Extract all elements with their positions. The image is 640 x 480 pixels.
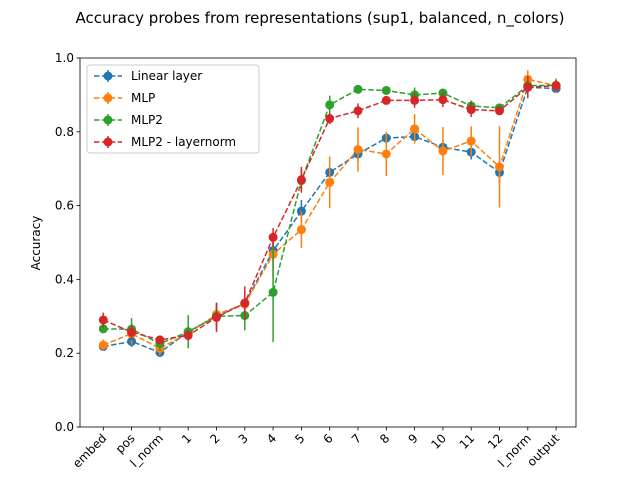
data-point (268, 232, 278, 242)
x-tick-label: embed (70, 431, 109, 470)
y-tick-label: 0.0 (55, 420, 74, 434)
data-point (410, 124, 420, 134)
y-tick-label: 0.6 (55, 199, 74, 213)
legend-swatch-marker (103, 115, 113, 125)
legend-box (86, 64, 260, 154)
legend-item: MLP2 - layernorm (94, 135, 236, 149)
y-tick-label: 0.2 (55, 346, 74, 360)
data-point (183, 330, 193, 340)
x-tick-label: 8 (377, 431, 392, 446)
y-tick-label: 0.8 (55, 125, 74, 139)
legend-label: MLP2 - layernorm (131, 135, 236, 149)
data-point (296, 175, 306, 185)
x-tick-label: 10 (428, 431, 449, 452)
data-point (381, 149, 391, 159)
data-point (381, 85, 391, 95)
data-point (353, 84, 363, 94)
legend-swatch-marker (103, 71, 113, 81)
x-tick-label: 11 (457, 431, 478, 452)
x-tick-label: 9 (405, 431, 420, 446)
data-point (268, 287, 278, 297)
data-point (155, 335, 165, 345)
legend-swatch-marker (103, 137, 113, 147)
y-axis-label: Accuracy (29, 216, 43, 271)
data-point (325, 177, 335, 187)
legend-item: MLP (94, 91, 155, 105)
data-point (98, 315, 108, 325)
x-tick-label: 7 (349, 431, 364, 446)
x-tick-label: 12 (485, 431, 506, 452)
data-point (495, 162, 504, 172)
data-point (212, 312, 221, 322)
x-tick-label: 5 (292, 431, 307, 446)
data-point (325, 114, 335, 124)
data-point (325, 100, 335, 110)
data-point (495, 106, 504, 116)
data-point (438, 146, 448, 156)
data-point (410, 95, 420, 105)
data-point (466, 105, 476, 115)
series-3 (98, 76, 561, 345)
data-point (438, 95, 448, 105)
data-point (127, 327, 137, 337)
legend-label: MLP (131, 91, 155, 105)
x-tick-label: 3 (236, 431, 251, 446)
legend: Linear layer MLP MLP2 MLP2 - layernorm (86, 64, 260, 154)
data-point (353, 145, 363, 155)
data-point (98, 340, 108, 350)
x-tick-label: 6 (321, 431, 336, 446)
data-point (296, 225, 306, 235)
x-tick-label: 4 (264, 431, 279, 446)
legend-item: Linear layer (94, 69, 202, 83)
data-point (466, 136, 476, 146)
legend-label: Linear layer (131, 69, 202, 83)
legend-item: MLP2 (94, 113, 163, 127)
legend-swatch-marker (103, 93, 113, 103)
data-point (98, 324, 108, 334)
x-tick-label: 2 (207, 431, 222, 446)
y-axis: 0.0 0.2 0.4 0.6 0.8 1.0 (55, 51, 80, 434)
legend-label: MLP2 (131, 113, 163, 127)
data-point (381, 95, 391, 105)
x-tick-label: output (524, 431, 562, 469)
y-tick-label: 1.0 (55, 51, 74, 65)
x-tick-label: 1 (179, 431, 194, 446)
data-point (551, 81, 561, 91)
data-point (353, 106, 363, 116)
data-point (523, 82, 533, 92)
data-point (240, 298, 250, 308)
y-tick-label: 0.4 (55, 272, 74, 286)
series-layer (98, 70, 561, 357)
chart-title: Accuracy probes from representations (su… (76, 9, 565, 28)
